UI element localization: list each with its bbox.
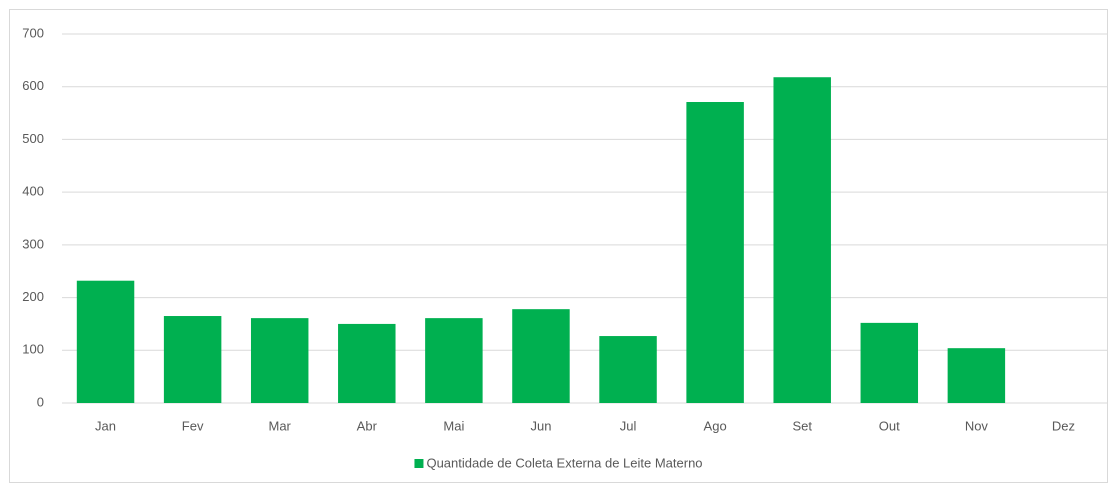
y-tick-label: 500 <box>22 131 44 146</box>
bar <box>425 318 483 403</box>
bar <box>250 318 309 403</box>
x-tick-label: Jul <box>620 418 637 433</box>
bar <box>76 280 135 403</box>
bar <box>773 77 831 404</box>
y-tick-label: 700 <box>22 25 44 40</box>
y-tick-label: 0 <box>37 394 44 409</box>
bar <box>860 322 919 403</box>
x-tick-label: Jan <box>95 418 116 433</box>
x-tick-label: Set <box>792 418 812 433</box>
x-tick-label: Ago <box>704 418 727 433</box>
legend-swatch <box>414 459 424 468</box>
x-tick-label: Mar <box>269 418 292 433</box>
y-tick-label: 300 <box>22 236 44 251</box>
y-tick-label: 100 <box>22 342 44 357</box>
bar <box>163 316 222 403</box>
bar <box>338 323 396 403</box>
x-tick-label: Jun <box>530 418 551 433</box>
x-tick-label: Dez <box>1052 418 1075 433</box>
x-tick-label: Abr <box>357 418 378 433</box>
bar <box>599 336 657 403</box>
legend-label: Quantidade de Coleta Externa de Leite Ma… <box>426 455 702 470</box>
y-tick-label: 400 <box>22 184 44 199</box>
x-tick-label: Mai <box>443 418 464 433</box>
x-tick-label: Out <box>879 418 900 433</box>
bar <box>947 348 1006 403</box>
x-tick-label: Fev <box>182 418 204 433</box>
bar <box>686 102 744 403</box>
y-tick-label: 600 <box>22 78 44 93</box>
x-tick-label: Nov <box>965 418 989 433</box>
chart-border <box>9 9 1108 483</box>
y-tick-label: 200 <box>22 289 44 304</box>
bar <box>512 309 570 403</box>
